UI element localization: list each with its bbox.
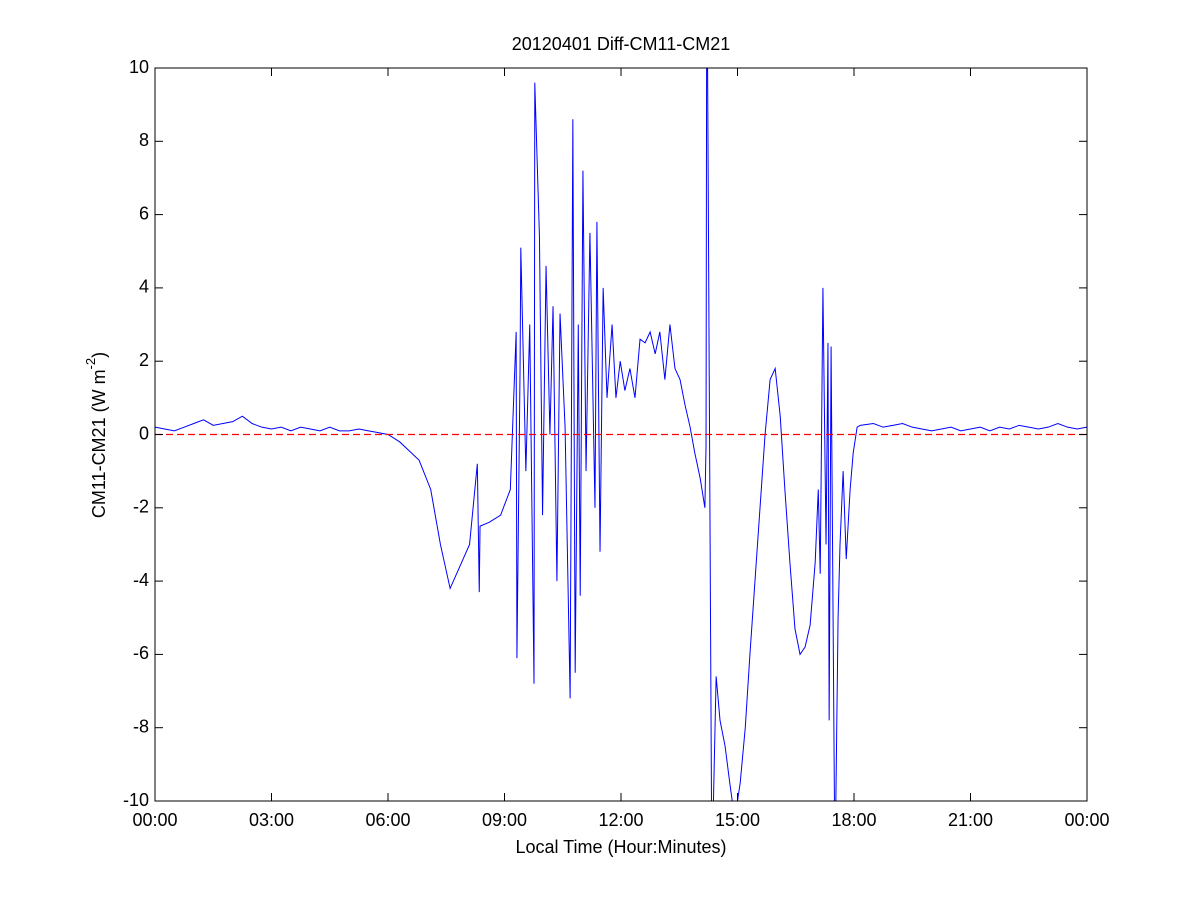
y-tick-label: 6 — [139, 203, 149, 223]
chart-title: 20120401 Diff-CM11-CM21 — [512, 34, 730, 54]
x-tick-label: 12:00 — [598, 810, 643, 830]
y-axis-label-text: CM11-CM21 (W m — [89, 369, 109, 518]
x-tick-label: 21:00 — [948, 810, 993, 830]
y-tick-label: -2 — [133, 497, 149, 517]
y-tick-label: 4 — [139, 277, 149, 297]
y-axis-label: CM11-CM21 (W m-2) — [83, 352, 108, 518]
y-axis-label-sup: -2 — [83, 358, 98, 370]
data-line — [155, 68, 1087, 801]
y-axis-label-end: ) — [89, 352, 109, 358]
x-tick-label: 09:00 — [482, 810, 527, 830]
y-tick-label: -6 — [133, 643, 149, 663]
x-tick-label: 00:00 — [1064, 810, 1109, 830]
x-tick-label: 06:00 — [365, 810, 410, 830]
y-tick-label: 2 — [139, 350, 149, 370]
x-tick-label: 00:00 — [132, 810, 177, 830]
y-tick-label: 10 — [129, 57, 149, 77]
y-tick-label: -8 — [133, 716, 149, 736]
x-tick-label: 03:00 — [249, 810, 294, 830]
y-tick-label: 8 — [139, 130, 149, 150]
y-tick-label: -10 — [123, 790, 149, 810]
x-tick-label: 15:00 — [715, 810, 760, 830]
x-tick-label: 18:00 — [831, 810, 876, 830]
y-tick-label: -4 — [133, 570, 149, 590]
y-tick-label: 0 — [139, 423, 149, 443]
x-axis-label: Local Time (Hour:Minutes) — [515, 837, 726, 857]
